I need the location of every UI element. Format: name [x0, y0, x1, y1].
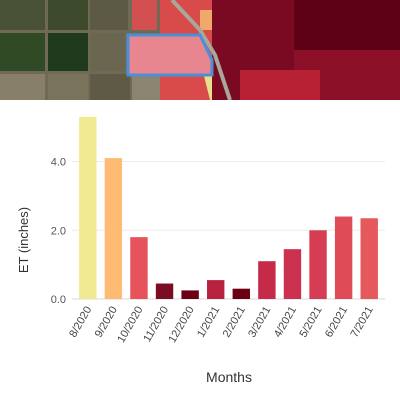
y-axis-label: ET (inches) — [16, 207, 31, 273]
y-tick-label: 2.0 — [51, 225, 66, 237]
x-tick-label: 1/2021 — [195, 305, 222, 340]
crop-field — [90, 0, 128, 30]
y-axis-ticks: 0.0 2.0 4.0 — [51, 157, 66, 306]
chart-bars — [79, 116, 378, 299]
bar-11-2020[interactable] — [155, 283, 174, 299]
x-tick-label: 8/2020 — [67, 305, 94, 340]
bar-6-2021[interactable] — [334, 216, 353, 299]
y-tick-label: 0.0 — [51, 294, 66, 306]
crop-field — [0, 0, 45, 30]
x-tick-label: 6/2021 — [323, 305, 350, 340]
crop-field — [48, 74, 88, 100]
bar-7-2021[interactable] — [360, 218, 378, 299]
et-overlay-field — [240, 70, 320, 100]
bar-9-2020[interactable] — [104, 158, 123, 299]
x-tick-label: 4/2021 — [272, 305, 299, 340]
bar-12-2020[interactable] — [181, 290, 199, 299]
x-axis-ticks: 8/20209/202010/202011/202012/20201/20212… — [67, 305, 376, 345]
road — [170, 0, 232, 100]
bar-5-2021[interactable] — [309, 230, 327, 299]
bar-4-2021[interactable] — [283, 249, 302, 299]
crop-field — [48, 0, 88, 30]
chart-gridlines — [72, 161, 385, 300]
bar-10-2020[interactable] — [130, 237, 148, 299]
x-tick-label: 3/2021 — [246, 305, 273, 340]
y-tick-label: 4.0 — [51, 157, 66, 169]
map-canvas[interactable] — [0, 0, 400, 100]
selected-field[interactable] — [126, 33, 214, 77]
et-overlay-field — [200, 10, 215, 30]
crop-field — [48, 33, 88, 71]
x-tick-label: 5/2021 — [297, 305, 324, 340]
crop-field — [90, 74, 130, 100]
x-axis-label: Months — [206, 369, 252, 385]
et-overlay-field — [294, 0, 400, 50]
et-chart-card: 0.0 2.0 4.0 8/2020 9/2020 10/2020 11/2020 12/2… — [0, 100, 400, 400]
crop-field — [0, 74, 45, 100]
et-overlay-field — [132, 0, 157, 30]
bar-1-2021[interactable] — [207, 280, 225, 299]
bar-2-2021[interactable] — [232, 288, 250, 299]
x-tick-label: 9/2020 — [93, 305, 120, 340]
et-bar-chart: 0.0 2.0 4.0 8/20209/202010/202011/202012/2… — [16, 116, 385, 385]
x-tick-label: 7/2021 — [349, 305, 376, 340]
bar-8-2020[interactable] — [79, 116, 97, 299]
bar-3-2021[interactable] — [258, 261, 276, 299]
crop-field — [0, 33, 45, 71]
x-tick-label: 2/2021 — [221, 305, 248, 340]
crop-field — [90, 33, 125, 71]
satellite-map[interactable] — [0, 0, 400, 100]
